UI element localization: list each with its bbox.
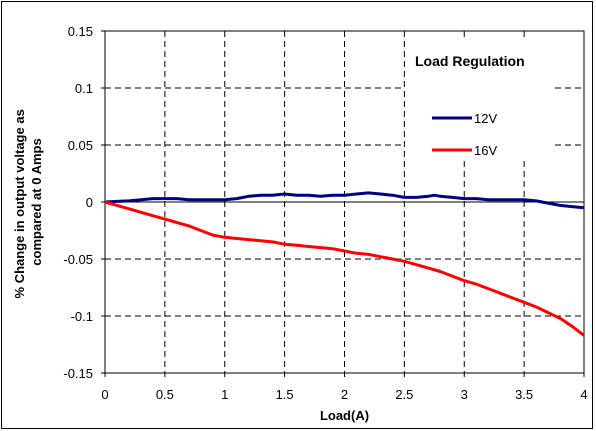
x-tick-label: 2 [341, 387, 348, 402]
legend: Load Regulation 12V 16V [405, 40, 555, 160]
y-tick-label: 0 [86, 195, 93, 210]
legend-label-12v: 12V [474, 111, 497, 126]
x-tick-label: 0 [101, 387, 108, 402]
x-axis-title: Load(A) [320, 408, 369, 423]
legend-label-16v: 16V [474, 143, 497, 158]
x-tick-label: 4 [580, 387, 587, 402]
y-axis-ticks: 0.15 0.1 0.05 0 -0.05 -0.1 -0.15 [63, 24, 105, 381]
y-tick-label: -0.05 [63, 252, 93, 267]
y-axis-title-line-1: % Change in output voltage as [12, 109, 27, 298]
legend-title: Load Regulation [415, 53, 525, 69]
x-tick-label: 2.5 [395, 387, 413, 402]
series-lines [104, 191, 585, 337]
y-tick-label: 0.15 [68, 24, 93, 39]
y-tick-label: 0.1 [75, 81, 93, 96]
series-line-12v [104, 191, 585, 210]
y-axis-title-line-2: compared at 0 Amps [29, 138, 44, 265]
y-tick-label: -0.1 [71, 309, 93, 324]
x-axis-ticks: 0 0.5 1 1.5 2 2.5 3 3.5 4 [101, 373, 588, 402]
x-tick-label: 3 [461, 387, 468, 402]
x-tick-label: 0.5 [156, 387, 174, 402]
x-tick-label: 1 [221, 387, 228, 402]
x-tick-label: 1.5 [276, 387, 294, 402]
x-tick-label: 3.5 [515, 387, 533, 402]
legend-background [405, 40, 555, 160]
y-tick-label: -0.15 [63, 366, 93, 381]
series-line-16v [104, 200, 585, 337]
y-tick-label: 0.05 [68, 138, 93, 153]
y-axis-title: % Change in output voltage as compared a… [12, 106, 44, 299]
